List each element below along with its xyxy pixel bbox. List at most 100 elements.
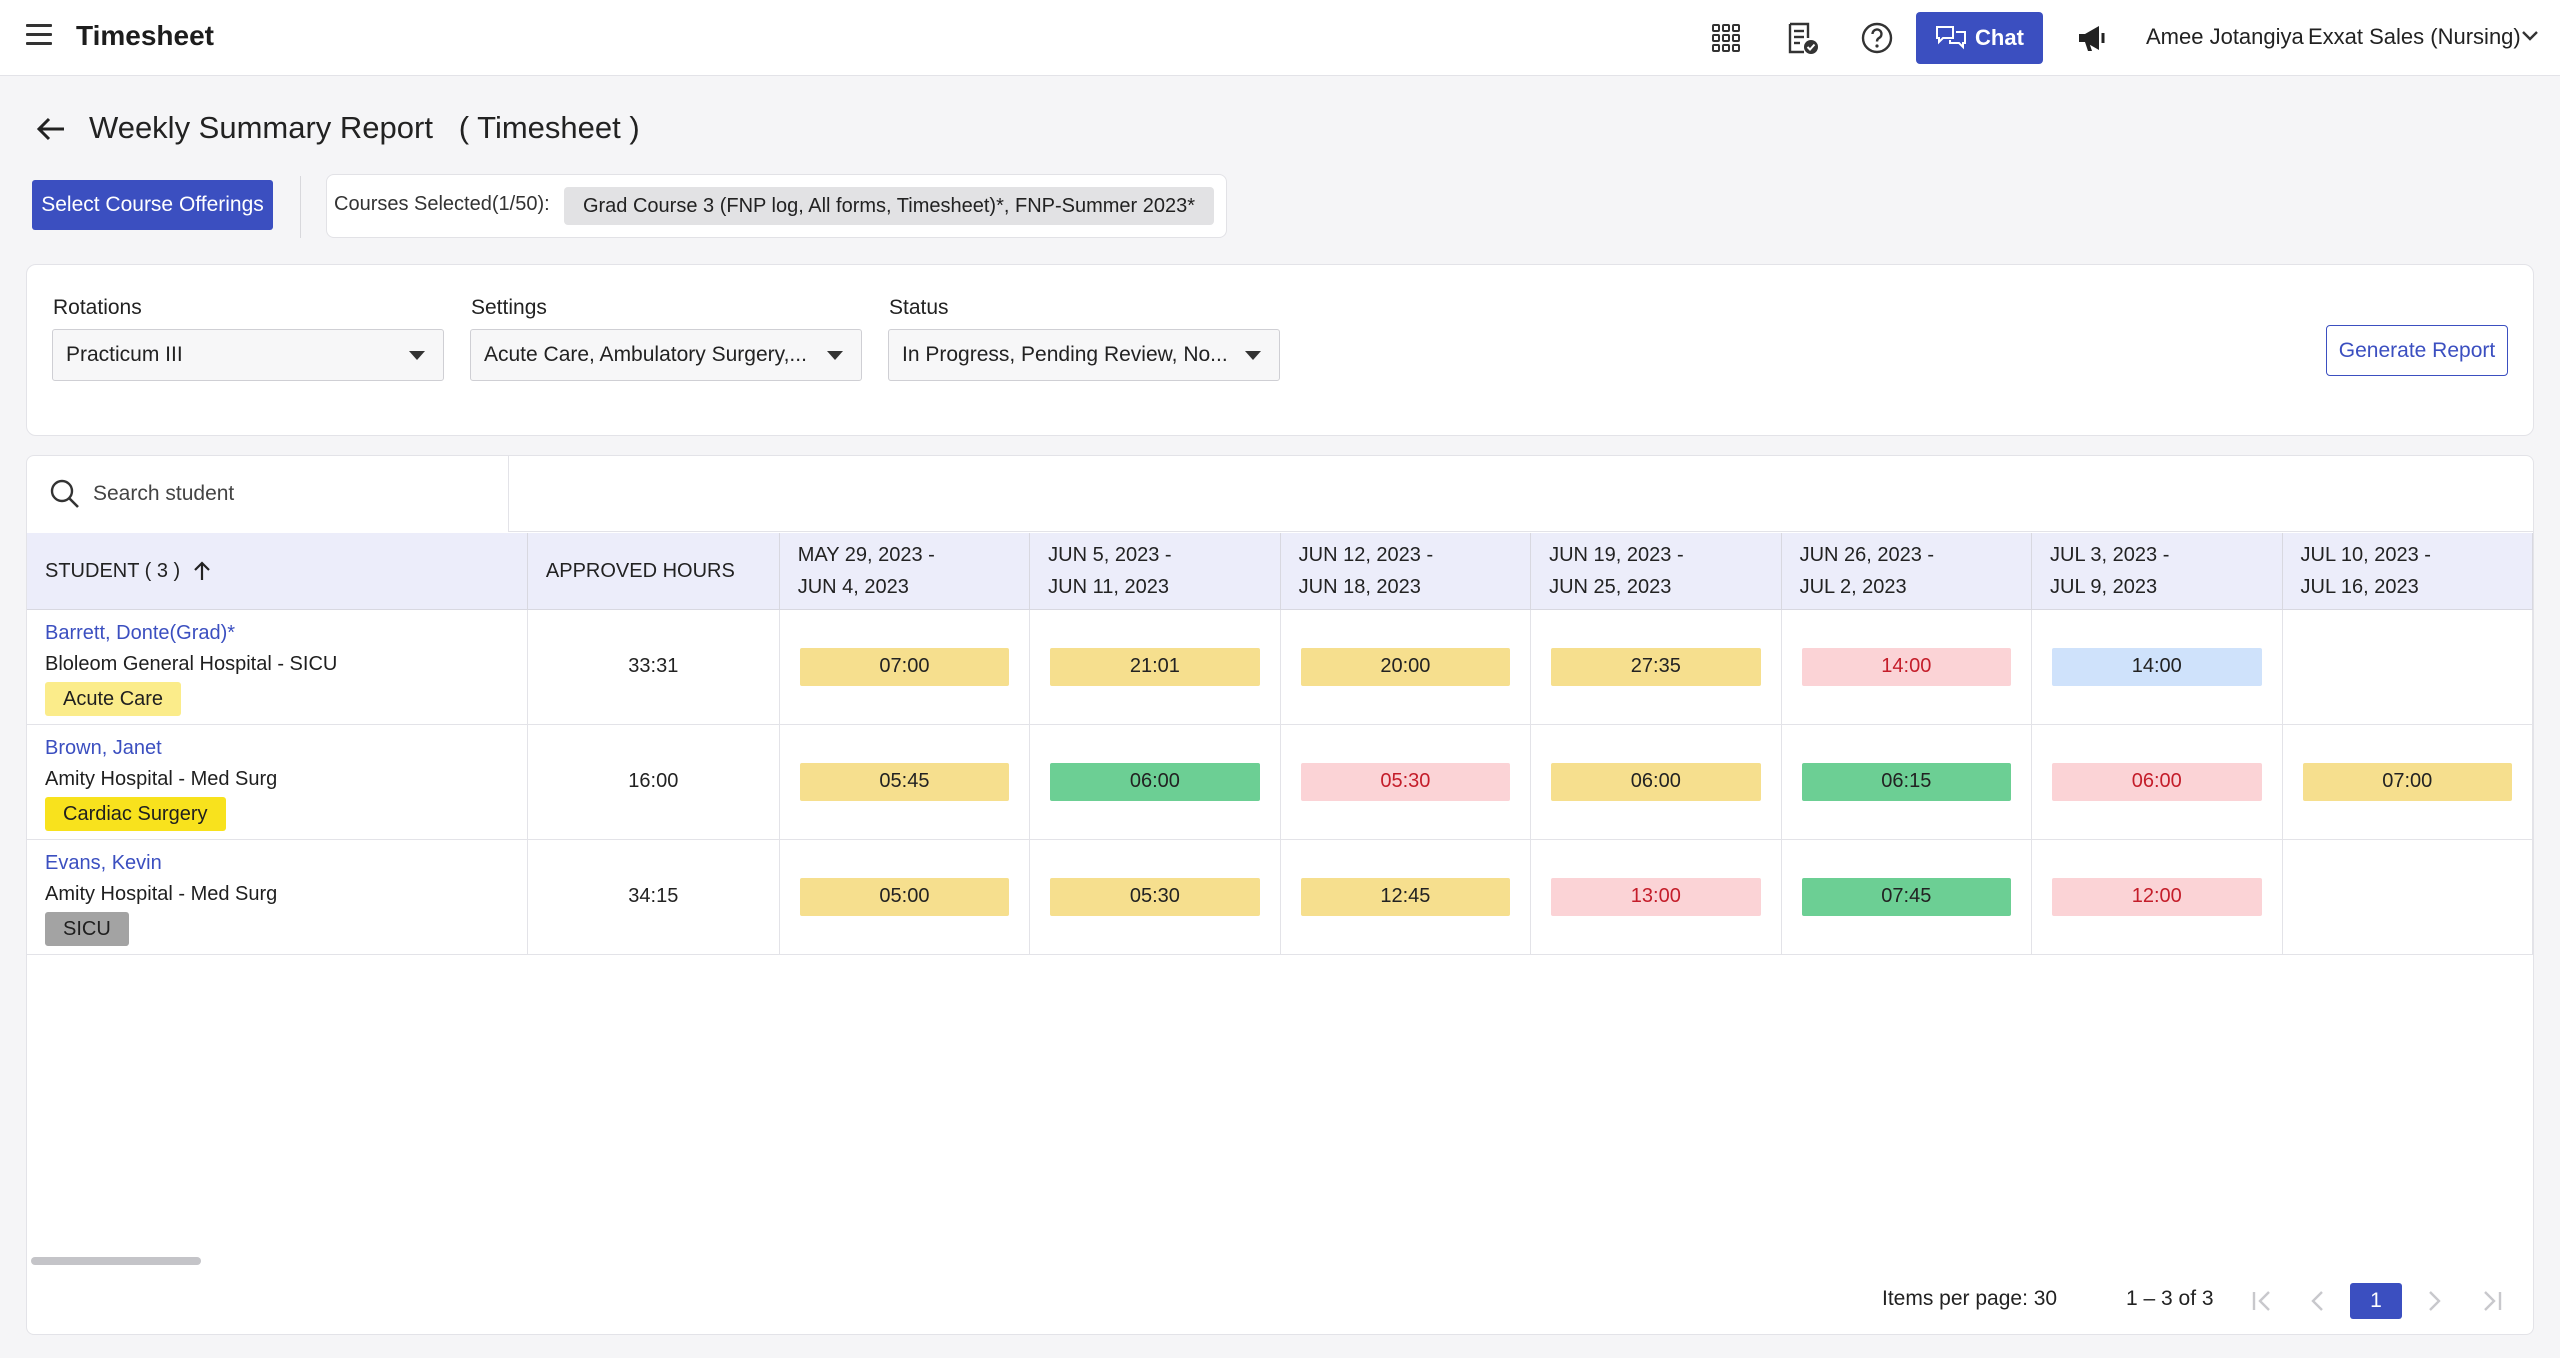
week-end-label: JUL 16, 2023 — [2300, 575, 2419, 598]
setting-tag: SICU — [45, 911, 129, 946]
hours-chip-pending[interactable]: 07:00 — [2302, 762, 2512, 801]
hours-chip-rejected[interactable]: 05:30 — [1300, 762, 1511, 801]
week-column-header[interactable]: JUN 5, 2023 - JUN 11, 2023 — [1029, 533, 1281, 610]
week-hours-cell: 06:00 — [1029, 724, 1281, 840]
settings-select[interactable]: Acute Care, Ambulatory Surgery,... — [470, 329, 862, 381]
table-row: Evans, Kevin Amity Hospital - Med Surg SIC… — [27, 839, 2533, 955]
week-end-label: JUL 2, 2023 — [1799, 575, 1907, 598]
week-hours-cell: 20:00 — [1280, 609, 1532, 725]
next-page-icon[interactable] — [2420, 1287, 2448, 1315]
last-page-icon[interactable] — [2478, 1287, 2506, 1315]
week-end-label: JUN 11, 2023 — [1048, 575, 1169, 598]
table-row: Barrett, Donte(Grad)* Bloleom General Hos… — [27, 609, 2533, 725]
week-start-label: JUL 10, 2023 - — [2300, 543, 2431, 566]
approved-hours-cell: 33:31 — [527, 609, 780, 725]
week-end-label: JUN 25, 2023 — [1549, 575, 1672, 598]
top-bar: Timesheet Chat Amee Jotangiya Exxat Sal — [0, 0, 2560, 76]
timesheet-table-card: STUDENT ( 3 ) APPROVED HOURS MAY 29, 202… — [26, 455, 2534, 1335]
filters-panel — [26, 264, 2534, 436]
hours-chip-pending[interactable]: 06:00 — [1551, 762, 1761, 801]
announcement-icon[interactable] — [2075, 20, 2111, 56]
rotations-select[interactable]: Practicum III — [52, 329, 444, 381]
hours-chip-pending[interactable]: 05:45 — [799, 762, 1010, 801]
student-name-link[interactable]: Barrett, Donte(Grad)* — [45, 621, 236, 644]
rotations-value: Practicum III — [66, 343, 183, 366]
help-icon[interactable] — [1859, 20, 1895, 56]
week-hours-cell: 05:00 — [779, 839, 1031, 955]
hours-chip-rejected[interactable]: 13:00 — [1551, 877, 1761, 916]
student-cell: Barrett, Donte(Grad)* Bloleom General Hos… — [27, 609, 528, 725]
student-column-header[interactable]: STUDENT ( 3 ) — [27, 533, 528, 610]
items-per-page[interactable]: Items per page: 30 — [1882, 1287, 2058, 1310]
first-page-icon[interactable] — [2248, 1287, 2276, 1315]
hours-chip-pending[interactable]: 21:01 — [1050, 647, 1260, 686]
week-start-label: JUN 12, 2023 - — [1298, 543, 1434, 566]
menu-icon[interactable] — [26, 24, 52, 46]
hours-chip-pending[interactable]: 12:45 — [1300, 877, 1511, 916]
week-hours-cell: 07:00 — [2282, 724, 2533, 840]
hours-chip-pending[interactable]: 07:00 — [799, 647, 1010, 686]
search-input[interactable] — [93, 474, 493, 514]
hours-chip-rejected[interactable]: 06:00 — [2052, 762, 2262, 801]
chevron-down-icon[interactable] — [2518, 24, 2542, 48]
week-start-label: JUN 26, 2023 - — [1799, 543, 1935, 566]
week-column-header[interactable]: JUL 3, 2023 - JUL 9, 2023 — [2031, 533, 2283, 610]
hours-chip-approved[interactable]: 07:45 — [1801, 877, 2012, 916]
hours-chip-info[interactable]: 14:00 — [2052, 647, 2262, 686]
apps-grid-icon[interactable] — [1708, 20, 1744, 56]
hours-chip-pending[interactable]: 27:35 — [1551, 647, 1761, 686]
hours-chip-pending[interactable]: 05:00 — [799, 877, 1010, 916]
hours-chip-approved[interactable]: 06:00 — [1050, 762, 1260, 801]
select-course-offerings-button[interactable]: Select Course Offerings — [32, 180, 273, 230]
student-hospital: Amity Hospital - Med Surg — [45, 767, 278, 790]
org-name[interactable]: Exxat Sales (Nursing) — [2308, 24, 2521, 49]
week-start-label: JUL 3, 2023 - — [2050, 543, 2170, 566]
week-hours-cell: 07:45 — [1781, 839, 2033, 955]
week-hours-cell — [2282, 609, 2533, 725]
approved-hours-cell: 34:15 — [527, 839, 780, 955]
approved-hours-column-header[interactable]: APPROVED HOURS — [527, 533, 780, 610]
student-name-link[interactable]: Evans, Kevin — [45, 851, 162, 874]
setting-tag: Cardiac Surgery — [45, 796, 226, 831]
student-cell: Evans, Kevin Amity Hospital - Med Surg SIC… — [27, 839, 528, 955]
student-column-label: STUDENT ( 3 ) — [45, 559, 181, 582]
week-column-header[interactable]: JUN 26, 2023 - JUL 2, 2023 — [1781, 533, 2033, 610]
sort-ascending-icon[interactable] — [192, 560, 212, 582]
back-arrow-icon[interactable] — [34, 112, 68, 146]
current-page-button[interactable]: 1 — [2350, 1283, 2402, 1319]
week-end-label: JUN 4, 2023 — [797, 575, 909, 598]
hours-chip-approved[interactable]: 06:15 — [1801, 762, 2012, 801]
hours-chip-pending[interactable]: 05:30 — [1050, 877, 1260, 916]
caret-down-icon — [409, 351, 425, 360]
hours-chip-pending[interactable]: 20:00 — [1300, 647, 1511, 686]
chat-label: Chat — [1975, 25, 2024, 50]
task-list-icon[interactable] — [1784, 20, 1820, 56]
previous-page-icon[interactable] — [2304, 1287, 2332, 1315]
course-chip[interactable]: Grad Course 3 (FNP log, All forms, Times… — [564, 187, 1214, 225]
week-hours-cell: 06:00 — [1530, 724, 1782, 840]
caret-down-icon — [1245, 351, 1261, 360]
week-hours-cell: 05:45 — [779, 724, 1031, 840]
week-hours-cell: 13:00 — [1530, 839, 1782, 955]
page-range: 1 – 3 of 3 — [2126, 1287, 2214, 1310]
chat-button[interactable]: Chat — [1916, 12, 2043, 64]
approved-hours-cell: 16:00 — [527, 724, 780, 840]
table-row: Brown, Janet Amity Hospital - Med Surg Car… — [27, 724, 2533, 840]
horizontal-scrollbar[interactable] — [31, 1257, 201, 1265]
caret-down-icon — [827, 351, 843, 360]
week-column-header[interactable]: JUN 19, 2023 - JUN 25, 2023 — [1530, 533, 1782, 610]
divider — [509, 531, 2533, 532]
student-cell: Brown, Janet Amity Hospital - Med Surg Car… — [27, 724, 528, 840]
page-title: Weekly Summary Report ( Timesheet ) — [89, 110, 640, 145]
week-end-label: JUL 9, 2023 — [2050, 575, 2158, 598]
generate-report-button[interactable]: Generate Report — [2326, 325, 2508, 376]
hours-chip-rejected[interactable]: 14:00 — [1801, 647, 2012, 686]
week-column-header[interactable]: JUL 10, 2023 - JUL 16, 2023 — [2282, 533, 2533, 610]
hours-chip-rejected[interactable]: 12:00 — [2052, 877, 2262, 916]
status-select[interactable]: In Progress, Pending Review, No... — [888, 329, 1280, 381]
week-column-header[interactable]: JUN 12, 2023 - JUN 18, 2023 — [1280, 533, 1532, 610]
week-column-header[interactable]: MAY 29, 2023 - JUN 4, 2023 — [779, 533, 1031, 610]
user-name[interactable]: Amee Jotangiya — [2146, 24, 2304, 49]
student-name-link[interactable]: Brown, Janet — [45, 736, 162, 759]
week-hours-cell: 07:00 — [779, 609, 1031, 725]
